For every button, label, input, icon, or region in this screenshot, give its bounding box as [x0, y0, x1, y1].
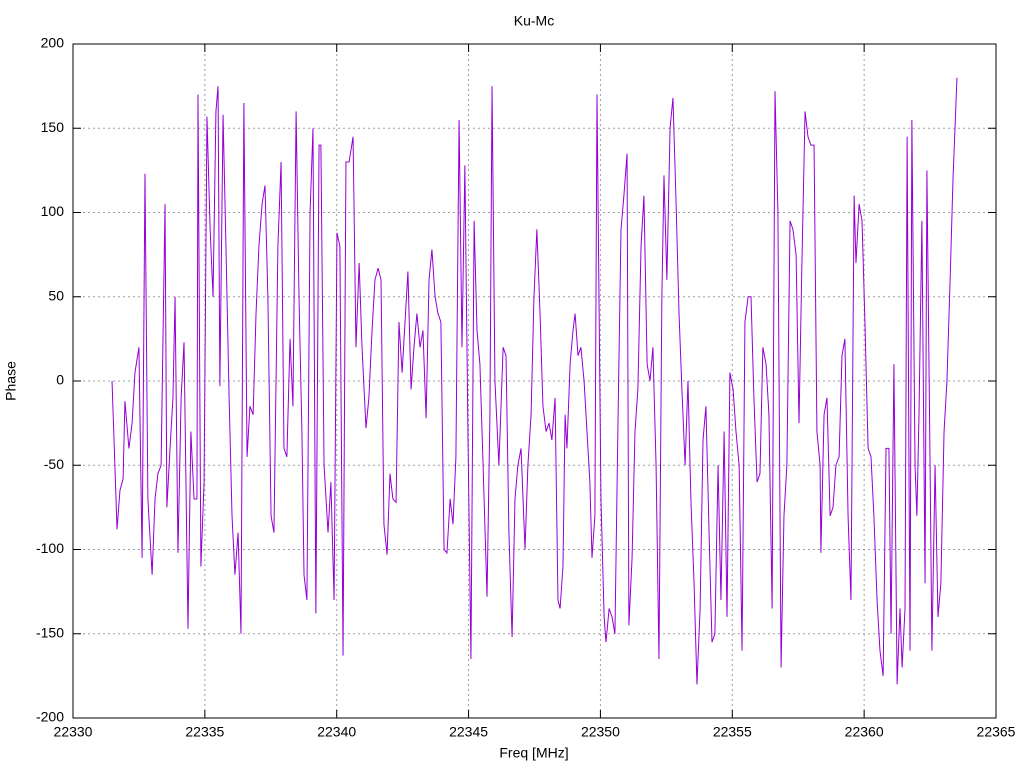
- data-line: [111, 77, 958, 685]
- chart-title: Ku-Mc: [514, 13, 554, 29]
- y-tick-label: 100: [41, 203, 65, 219]
- plot-border: [72, 43, 997, 719]
- y-tick-label: -150: [36, 624, 64, 640]
- y-tick-label: 200: [41, 35, 65, 51]
- y-tick-label: -200: [36, 709, 64, 725]
- y-tick-label: 50: [48, 287, 64, 303]
- y-tick-label: 0: [56, 372, 64, 388]
- x-axis-label: Freq [MHz]: [499, 745, 568, 761]
- y-tick-label: -50: [44, 456, 64, 472]
- x-tick-label: 22345: [449, 724, 488, 740]
- x-tick-label: 22350: [581, 724, 620, 740]
- x-tick-label: 22335: [185, 724, 224, 740]
- x-tick-label: 22355: [713, 724, 752, 740]
- x-tick-label: 22330: [54, 724, 93, 740]
- y-tick-label: -100: [36, 540, 64, 556]
- x-tick-label: 22360: [845, 724, 884, 740]
- y-axis-label: Phase: [3, 361, 19, 401]
- x-tick-label: 22340: [317, 724, 356, 740]
- y-tick-label: 150: [41, 119, 65, 135]
- x-tick-label: 22365: [977, 724, 1016, 740]
